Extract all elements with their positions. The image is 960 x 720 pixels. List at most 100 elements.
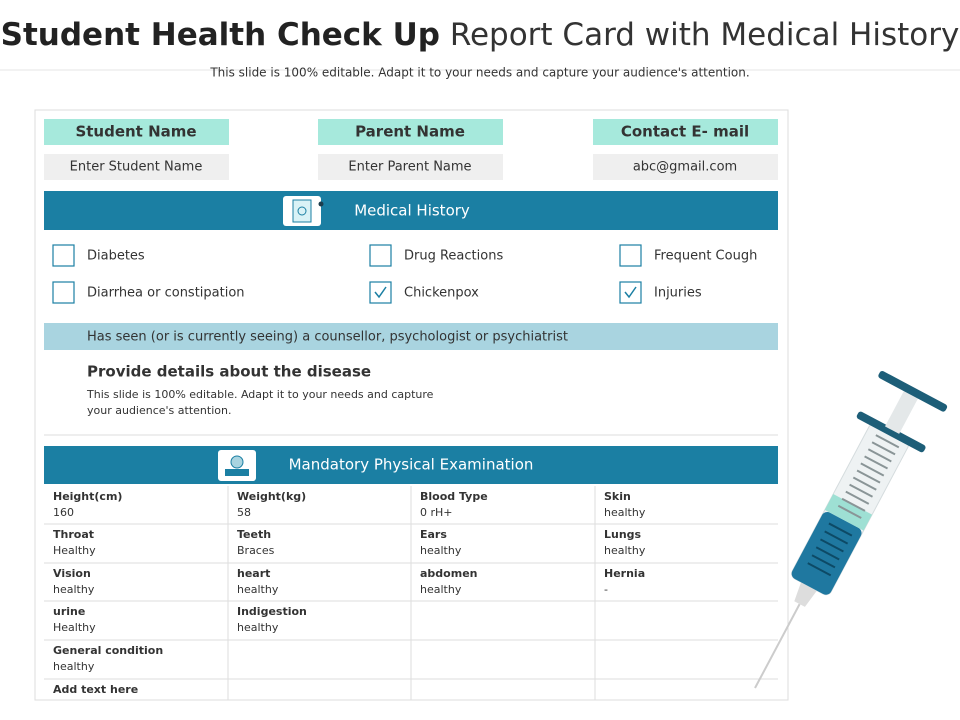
exam-value: healthy: [53, 660, 95, 673]
exam-value: Healthy: [53, 544, 96, 557]
exam-label: Indigestion: [237, 605, 307, 618]
exam-value: healthy: [237, 583, 279, 596]
info-value: Enter Parent Name: [348, 160, 471, 175]
title: Student Health Check Up Report Card with…: [1, 17, 960, 53]
history-banner: [44, 191, 778, 230]
graduation: [856, 469, 881, 484]
exam-label: Skin: [604, 490, 631, 503]
graduation: [852, 476, 877, 491]
graduation: [824, 530, 849, 545]
details-title: Provide details about the disease: [87, 363, 371, 381]
exam-label: General condition: [53, 644, 163, 657]
checkmark: [624, 286, 637, 299]
exam-value: Braces: [237, 544, 275, 557]
exam-value: healthy: [420, 583, 462, 596]
counsellor-bar: [44, 323, 778, 350]
graduation: [815, 546, 840, 561]
checkbox-label: Drug Reactions: [404, 249, 503, 264]
checkbox[interactable]: [369, 244, 392, 267]
checkbox-label: Chickenpox: [404, 286, 479, 301]
graduations: [807, 434, 900, 577]
checkbox[interactable]: [369, 281, 392, 304]
graduation: [841, 497, 866, 512]
exam-label: urine: [53, 605, 85, 618]
exam-label: Throat: [53, 528, 94, 541]
exam-value: healthy: [53, 583, 95, 596]
graduation: [837, 504, 862, 519]
title-rest: Report Card with Medical History: [450, 17, 960, 53]
title-bold: Student Health Check Up: [1, 17, 440, 53]
syringe: [754, 371, 948, 689]
exam-value: healthy: [420, 544, 462, 557]
graduation: [867, 448, 892, 463]
exam-value: 0 rH+: [420, 506, 453, 519]
exam-label: Lungs: [604, 528, 642, 541]
info-value-box: [44, 154, 229, 180]
clipboard-mark: [297, 206, 307, 216]
stopper: [824, 494, 873, 531]
exam-label: Ears: [420, 528, 447, 541]
exam-value: healthy: [604, 544, 646, 557]
graduation: [875, 434, 900, 449]
info-value: Enter Student Name: [70, 160, 203, 175]
flange: [856, 411, 926, 453]
checkbox-label: Injuries: [654, 286, 702, 301]
exam-value: -: [604, 583, 608, 596]
info-label-box: [318, 119, 503, 145]
counsellor-text: Has seen (or is currently seeing) a coun…: [87, 330, 568, 345]
checkbox[interactable]: [52, 244, 75, 267]
graduation: [845, 490, 870, 505]
needle: [754, 603, 801, 689]
exam-value: healthy: [604, 506, 646, 519]
exam-footer: Add text here: [53, 683, 138, 696]
graduation: [819, 538, 844, 553]
info-value-box: [593, 154, 778, 180]
history-title: Medical History: [354, 202, 470, 220]
info-value-box: [318, 154, 503, 180]
details-line: your audience's attention.: [87, 404, 231, 417]
dot: [318, 201, 324, 207]
checkbox-label: Diarrhea or constipation: [87, 286, 245, 301]
graduation: [871, 441, 896, 456]
plunger: [885, 389, 919, 434]
exam-title: Mandatory Physical Examination: [289, 456, 534, 474]
checkbox-label: Frequent Cough: [654, 249, 757, 264]
info-label-box: [593, 119, 778, 145]
checkbox[interactable]: [619, 244, 642, 267]
exam-value: 160: [53, 506, 74, 519]
exam-value: 58: [237, 506, 251, 519]
subtitle: This slide is 100% editable. Adapt it to…: [209, 66, 749, 80]
exam-icon-head: [230, 455, 244, 469]
info-label: Student Name: [75, 123, 196, 141]
plunger-cap: [878, 371, 948, 412]
checkbox[interactable]: [619, 281, 642, 304]
exam-label: Vision: [53, 567, 91, 580]
info-label: Parent Name: [355, 123, 465, 141]
graduation: [849, 483, 873, 498]
graduation: [860, 462, 885, 477]
exam-table: Height(cm) 160 Weight(kg) 58 Blood Type 0 rH+…: [44, 486, 778, 700]
exam-label: Height(cm): [53, 490, 122, 503]
checkbox[interactable]: [52, 281, 75, 304]
checkmark: [374, 286, 387, 299]
info-label-box: [44, 119, 229, 145]
exam-label: Hernia: [604, 567, 645, 580]
exam-label: heart: [237, 567, 270, 580]
exam-value: healthy: [237, 621, 279, 634]
exam-icon-bed: [225, 469, 249, 476]
clipboard: [292, 199, 312, 223]
graduation: [864, 455, 889, 470]
exam-banner: [44, 446, 778, 484]
details-text: This slide is 100% editable. Adapt it to…: [86, 388, 437, 417]
graduation: [828, 522, 853, 537]
exam-label: abdomen: [420, 567, 477, 580]
exam-value: Healthy: [53, 621, 96, 634]
graduation: [807, 562, 832, 577]
exam-label: Weight(kg): [237, 490, 306, 503]
exam-label: Teeth: [237, 528, 271, 541]
info-value: abc@gmail.com: [633, 160, 737, 175]
info-label: Contact E- mail: [621, 123, 749, 141]
details-line: This slide is 100% editable. Adapt it to…: [86, 388, 437, 401]
checkbox-label: Diabetes: [87, 249, 145, 264]
